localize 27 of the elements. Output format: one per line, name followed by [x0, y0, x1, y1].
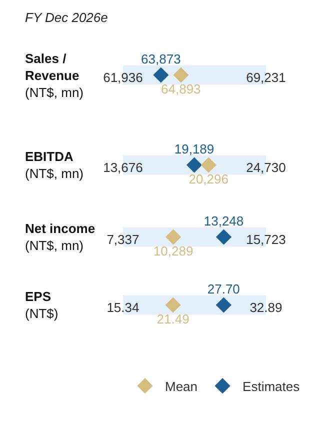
category-label: EPS: [25, 289, 52, 304]
y-axis-title: (NT$, mn): [25, 238, 84, 253]
x-tick-label: 15.34: [106, 300, 140, 315]
data-label: 10,289: [153, 243, 194, 258]
data-label: 20,296: [188, 171, 228, 186]
category-label: EBITDA: [25, 149, 74, 164]
x-tick-label: 32.89: [250, 300, 282, 315]
x-tick-label: 61,936: [103, 70, 143, 85]
data-label: 64,893: [161, 81, 201, 96]
y-axis-title: (NT$, mn): [25, 166, 84, 181]
y-axis-title: (NT$, mn): [25, 84, 84, 100]
x-tick-label: 13,676: [103, 160, 143, 175]
data-label: 13,248: [204, 213, 244, 228]
data-label: 63,873: [141, 51, 181, 66]
x-tick-label: 15,723: [246, 232, 286, 247]
category-label: Sales / Revenue: [25, 51, 80, 83]
x-tick-label: 24,730: [246, 160, 286, 175]
category-label: Net income: [25, 221, 96, 236]
data-label: 21.49: [156, 311, 190, 326]
x-tick-label: 7,337: [106, 232, 140, 247]
data-label: 27.70: [207, 281, 240, 296]
legend-label: Estimates: [242, 378, 300, 394]
y-axis-title: (NT$): [25, 306, 58, 321]
data-label: 19,189: [174, 141, 214, 156]
x-tick-label: 69,231: [246, 70, 286, 85]
legend-label: Mean: [165, 378, 198, 394]
chart-title: FY Dec 2026e: [25, 10, 108, 25]
